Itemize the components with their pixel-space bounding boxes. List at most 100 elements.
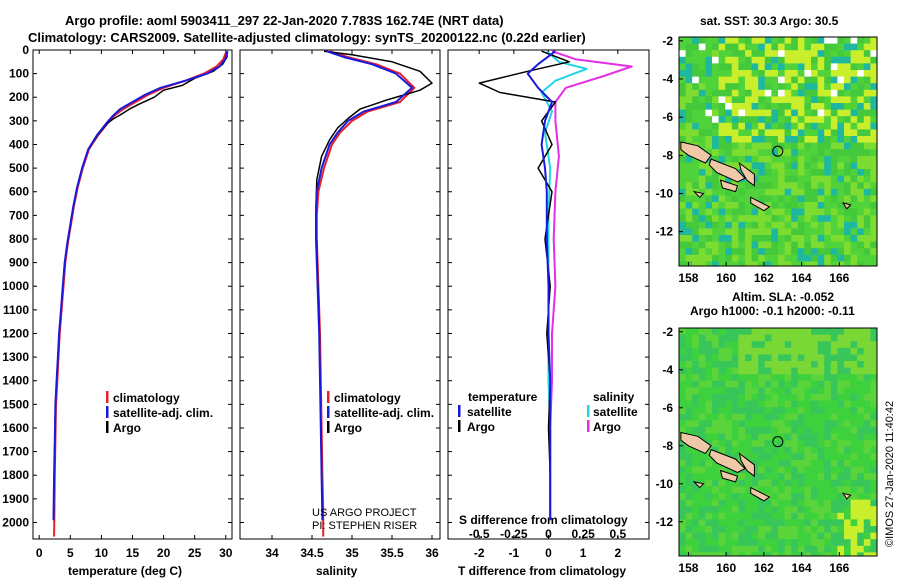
- map-cell: [745, 380, 752, 388]
- map-cell: [804, 162, 812, 170]
- map-cell: [850, 89, 858, 97]
- map-cell: [725, 479, 733, 487]
- map-cell: [837, 142, 845, 150]
- map-cell: [705, 499, 713, 507]
- legend-salinity-heading: salinity: [593, 390, 635, 404]
- map-cell: [731, 221, 739, 229]
- legend-climatology: climatology: [334, 391, 401, 405]
- map-cell: [850, 552, 858, 556]
- map-cell: [863, 354, 871, 362]
- map-cell: [679, 473, 686, 481]
- map-cell: [679, 361, 686, 368]
- map-cell: [705, 328, 713, 335]
- map-cell: [863, 552, 871, 556]
- map-cell: [692, 407, 700, 415]
- map-cell: [797, 380, 805, 388]
- map-cell: [804, 506, 812, 514]
- map-cell: [811, 254, 818, 262]
- map-cell: [751, 63, 759, 71]
- map-cell: [705, 433, 713, 441]
- map-cell: [698, 169, 706, 176]
- map-cell: [712, 76, 719, 84]
- map-cell: [685, 248, 693, 256]
- map-cell: [771, 50, 779, 58]
- map-cell: [850, 241, 858, 249]
- map-cell: [738, 56, 746, 64]
- map-cell: [824, 493, 832, 500]
- map-cell: [857, 83, 865, 91]
- map-cell: [745, 519, 752, 527]
- map-cell: [778, 70, 785, 77]
- map-cell: [817, 188, 825, 196]
- map-cell: [850, 155, 858, 163]
- map-cell: [778, 43, 785, 51]
- map-cell: [804, 103, 812, 110]
- map-cell: [731, 96, 739, 104]
- map-cell: [797, 453, 805, 461]
- map-cell: [771, 169, 779, 176]
- map-cell: [791, 354, 799, 362]
- map-cell: [824, 374, 832, 382]
- map-cell: [811, 142, 818, 150]
- map-cell: [870, 519, 877, 527]
- map-cell: [771, 56, 779, 64]
- map-cell: [791, 56, 799, 64]
- map-cell: [778, 334, 785, 342]
- map-cell: [738, 526, 746, 533]
- map-cell: [824, 208, 832, 216]
- map-cell: [850, 545, 858, 553]
- map-cell: [844, 532, 851, 540]
- map-cell: [771, 109, 779, 117]
- map-cell: [857, 96, 865, 104]
- map-cell: [685, 50, 693, 58]
- map-cell: [870, 380, 877, 388]
- map-cell: [830, 96, 838, 104]
- map-cell: [837, 545, 845, 553]
- map-cell: [863, 526, 871, 533]
- map-cell: [725, 142, 733, 150]
- map-cell: [778, 407, 785, 415]
- map-cell: [685, 532, 693, 540]
- map-cell: [830, 129, 838, 137]
- map-cell: [830, 473, 838, 481]
- longitude-tick-label: 160: [716, 561, 736, 575]
- map-cell: [870, 361, 877, 368]
- legend-climatology-swatch: [106, 391, 109, 403]
- map-cell: [698, 221, 706, 229]
- map-cell: [698, 506, 706, 514]
- map-cell: [837, 208, 845, 216]
- map-cell: [830, 367, 838, 375]
- salinity-x-label: salinity: [316, 564, 358, 578]
- map-cell: [830, 37, 838, 44]
- map-cell: [725, 149, 733, 157]
- map-cell: [698, 519, 706, 527]
- map-cell: [784, 532, 792, 540]
- map-cell: [817, 466, 825, 474]
- map-cell: [817, 453, 825, 461]
- map-cell: [844, 433, 851, 441]
- map-cell: [698, 361, 706, 368]
- map-cell: [738, 380, 746, 388]
- map-cell: [705, 96, 713, 104]
- map-cell: [830, 221, 838, 229]
- map-cell: [745, 195, 752, 203]
- map-cell: [764, 175, 772, 183]
- map-cell: [751, 70, 759, 77]
- map-cell: [725, 440, 733, 448]
- map-cell: [679, 215, 686, 223]
- map-cell: [685, 116, 693, 124]
- map-cell: [685, 83, 693, 91]
- map-cell: [764, 83, 772, 91]
- map-cell: [692, 512, 700, 520]
- map-cell: [863, 539, 871, 547]
- map-cell: [712, 433, 719, 441]
- map-cell: [797, 202, 805, 209]
- map-cell: [698, 407, 706, 415]
- map-cell: [863, 122, 871, 130]
- map-cell: [764, 76, 772, 84]
- map-cell: [692, 56, 700, 64]
- map-cell: [751, 129, 759, 137]
- map-cell: [731, 493, 739, 500]
- map-cell: [692, 175, 700, 183]
- legend-s-argo: Argo: [593, 420, 621, 434]
